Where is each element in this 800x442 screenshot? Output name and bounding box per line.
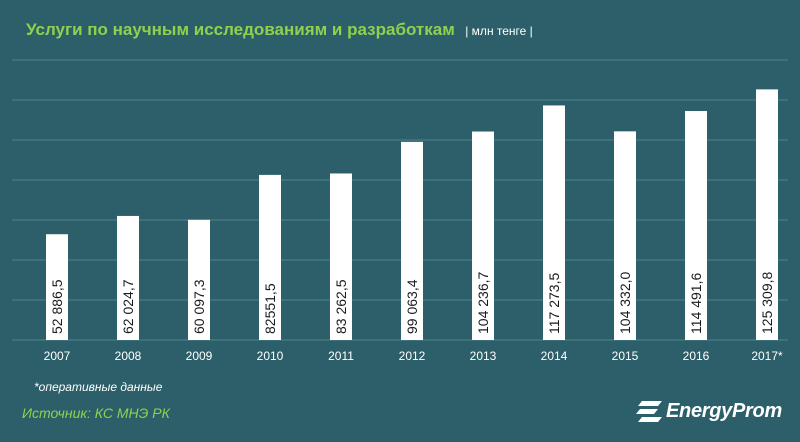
x-tick-label: 2012	[399, 349, 426, 363]
value-label: 104 236,7	[475, 272, 491, 334]
x-tick-label: 2013	[470, 349, 497, 363]
bar-2012	[401, 141, 423, 340]
bars	[46, 89, 778, 340]
value-label: 125 309,8	[759, 272, 775, 334]
x-tick-label: 2009	[186, 349, 213, 363]
chart-unit: | млн тенге |	[465, 24, 533, 38]
footnote: *оперативные данные	[34, 380, 163, 394]
value-label: 83 262,5	[333, 279, 349, 334]
energyprom-logo: EnergyProm	[636, 400, 782, 423]
bar-2017*	[756, 89, 778, 340]
x-tick-label: 2010	[257, 349, 284, 363]
x-tick-label: 2008	[115, 349, 142, 363]
x-tick-label: 2011	[328, 349, 354, 363]
bar-2009	[188, 219, 210, 340]
value-labels: 52 886,5 62 024,7 60 097,3 82551,5 83 262,5 9…	[49, 272, 775, 334]
bar-2007	[46, 234, 68, 340]
bar-2011	[330, 173, 352, 340]
bar-2013	[472, 131, 494, 340]
bar-2008	[117, 215, 139, 340]
source-note: Источник: КС МНЭ РК	[22, 405, 170, 421]
x-tick-label: 2007	[44, 349, 71, 363]
value-label: 117 273,5	[546, 273, 562, 334]
bar-2016	[685, 111, 707, 340]
grid-lines	[12, 59, 788, 341]
bar-2010	[259, 174, 281, 340]
chart-title: Услуги по научным исследованиям и разраб…	[26, 20, 455, 39]
value-label: 99 063,4	[404, 279, 420, 334]
x-tick-label: 2017*	[751, 349, 783, 363]
x-tick-label: 2016	[683, 349, 710, 363]
x-tick-labels: 2007 2008 2009 2010 2011 2012 2013 2014 2015 2016…	[44, 349, 783, 363]
title-row: Услуги по научным исследованиям и разраб…	[26, 20, 533, 40]
logo-text: EnergyProm	[666, 400, 782, 422]
value-label: 82551,5	[262, 283, 278, 334]
value-label: 60 097,3	[191, 279, 207, 334]
logo-mark-icon	[636, 400, 662, 422]
value-label: 62 024,7	[120, 279, 136, 334]
value-label: 52 886,5	[49, 279, 65, 334]
value-label: 114 491,6	[688, 273, 704, 334]
bar-2014	[543, 105, 565, 340]
x-tick-label: 2015	[612, 349, 639, 363]
bar-2015	[614, 131, 636, 340]
x-tick-label: 2014	[541, 349, 568, 363]
value-label: 104 332,0	[617, 272, 633, 334]
